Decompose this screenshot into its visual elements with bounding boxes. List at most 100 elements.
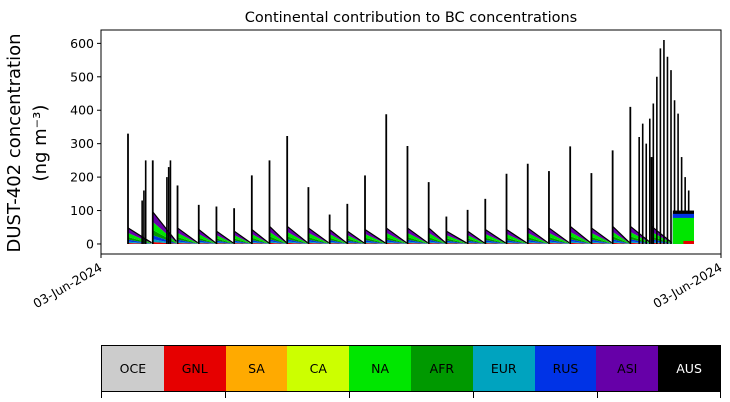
area-rus-cycle-16 xyxy=(446,240,467,244)
area-afr-cycle-6 xyxy=(251,237,269,244)
area-aus-edge-26 xyxy=(651,225,673,244)
area-gnl-cycle-19 xyxy=(506,243,527,244)
area-gnl-cycle-3 xyxy=(198,243,216,244)
area-na-cycle-3 xyxy=(198,234,216,244)
area-aus-edge-12 xyxy=(364,229,386,244)
area-eur-cycle-12 xyxy=(365,241,386,244)
y-tick-label-400: 400 xyxy=(70,103,94,118)
legend-item-ca: CA xyxy=(287,346,350,391)
y-tick-label-600: 600 xyxy=(70,36,94,51)
area-na-cycle-2 xyxy=(177,232,198,244)
legend-item-sa: SA xyxy=(225,346,288,391)
area-rus-cycle-2 xyxy=(177,239,198,244)
y-tick-label-100: 100 xyxy=(70,203,94,218)
area-na-cycle-5 xyxy=(234,235,251,244)
y-tick-label-200: 200 xyxy=(70,170,94,185)
legend-tick-1 xyxy=(225,392,226,398)
area-gnl-cycle-7 xyxy=(269,242,287,244)
area-eur-cycle-14 xyxy=(407,241,428,244)
plot-frame xyxy=(100,29,722,255)
area-afr-cycle-9 xyxy=(308,236,329,244)
area-eur-cycle-24 xyxy=(612,241,630,244)
area-na-cycle-24 xyxy=(612,231,630,244)
area-aus-edge-1 xyxy=(152,211,177,242)
area-gnl-cycle-16 xyxy=(446,243,467,244)
area-na-cycle-19 xyxy=(506,234,527,244)
area-aus-edge-2 xyxy=(177,227,199,244)
area-rus-cycle-24 xyxy=(612,239,630,244)
area-gnl-cycle-12 xyxy=(365,243,386,244)
area-gnl-cycle-10 xyxy=(329,243,347,244)
legend-item-rus: RUS xyxy=(534,346,597,391)
legend-tick-4 xyxy=(597,392,598,398)
area-aus-edge-21 xyxy=(548,227,570,244)
area-gnl-cycle-5 xyxy=(234,243,251,244)
area-eur-cycle-13 xyxy=(386,241,407,244)
area-afr-cycle-5 xyxy=(234,238,251,244)
area-rus-cycle-22 xyxy=(570,239,591,244)
area-eur-cycle-22 xyxy=(570,241,591,244)
area-na-cycle-4 xyxy=(216,235,234,244)
area-rus-cycle-7 xyxy=(269,239,287,244)
area-gnl-cycle-20 xyxy=(527,242,548,244)
area-rus-cycle-15 xyxy=(428,239,446,244)
area-aus-edge-9 xyxy=(308,227,329,244)
area-gnl-cycle-4 xyxy=(216,243,234,244)
area-na-cycle-16 xyxy=(446,235,467,244)
area-na-cycle-23 xyxy=(591,232,612,244)
area-eur-cycle-4 xyxy=(216,242,234,244)
area-na-cycle-15 xyxy=(428,232,446,244)
area-eur-cycle-2 xyxy=(177,241,198,244)
area-rus-cycle-6 xyxy=(251,240,269,244)
legend-tick-5 xyxy=(720,392,721,398)
tail-na xyxy=(672,217,694,244)
area-gnl-cycle-13 xyxy=(386,242,407,244)
area-na-cycle-18 xyxy=(485,234,506,244)
area-aus-edge-5 xyxy=(233,230,252,244)
legend-item-eur: EUR xyxy=(472,346,535,391)
area-aus-edge-23 xyxy=(591,227,612,244)
area-afr-cycle-10 xyxy=(329,237,347,244)
area-na-cycle-22 xyxy=(570,231,591,244)
area-gnl-cycle-14 xyxy=(407,242,428,244)
y-tick-label-300: 300 xyxy=(70,136,94,151)
area-eur-cycle-18 xyxy=(485,241,506,244)
area-gnl-cycle-6 xyxy=(251,243,269,244)
area-afr-cycle-21 xyxy=(548,236,570,244)
area-na-cycle-7 xyxy=(269,231,287,244)
area-na-cycle-14 xyxy=(407,232,428,244)
area-rus-cycle-9 xyxy=(308,239,329,244)
chart-title: Continental contribution to BC concentra… xyxy=(245,10,577,26)
area-aus-edge-7 xyxy=(269,225,287,243)
area-rus-cycle-14 xyxy=(407,239,428,244)
legend-item-asi: ASI xyxy=(596,346,659,391)
area-rus-cycle-20 xyxy=(527,239,548,244)
area-na-cycle-13 xyxy=(386,232,407,244)
area-aus-edge-8 xyxy=(286,225,308,244)
area-aus-edge-4 xyxy=(216,230,234,244)
legend-tick-3 xyxy=(473,392,474,398)
area-eur-cycle-17 xyxy=(467,242,485,244)
area-gnl-cycle-23 xyxy=(591,242,612,244)
area-rus-cycle-17 xyxy=(467,240,485,244)
area-gnl-cycle-18 xyxy=(485,243,506,244)
area-afr-cycle-3 xyxy=(198,237,216,244)
area-eur-cycle-21 xyxy=(548,241,570,244)
area-na-cycle-17 xyxy=(467,235,485,244)
area-eur-cycle-3 xyxy=(198,241,216,244)
area-rus-cycle-10 xyxy=(329,240,347,244)
legend-item-afr: AFR xyxy=(410,346,473,391)
continent-legend: OCE GNL SA CA NA AFR EUR RUS ASI AUS xyxy=(101,345,721,392)
legend-item-aus: AUS xyxy=(658,346,720,391)
area-afr-cycle-23 xyxy=(591,236,612,244)
area-gnl-cycle-8 xyxy=(287,242,308,244)
area-rus-cycle-23 xyxy=(591,239,612,244)
area-gnl-cycle-2 xyxy=(177,242,198,244)
area-rus-cycle-19 xyxy=(506,240,527,244)
area-afr-cycle-15 xyxy=(428,236,446,244)
area-aus-edge-14 xyxy=(407,227,428,244)
area-rus-cycle-12 xyxy=(365,240,386,244)
area-rus-cycle-5 xyxy=(234,240,251,244)
area-afr-cycle-19 xyxy=(506,237,527,244)
legend-item-gnl: GNL xyxy=(163,346,226,391)
